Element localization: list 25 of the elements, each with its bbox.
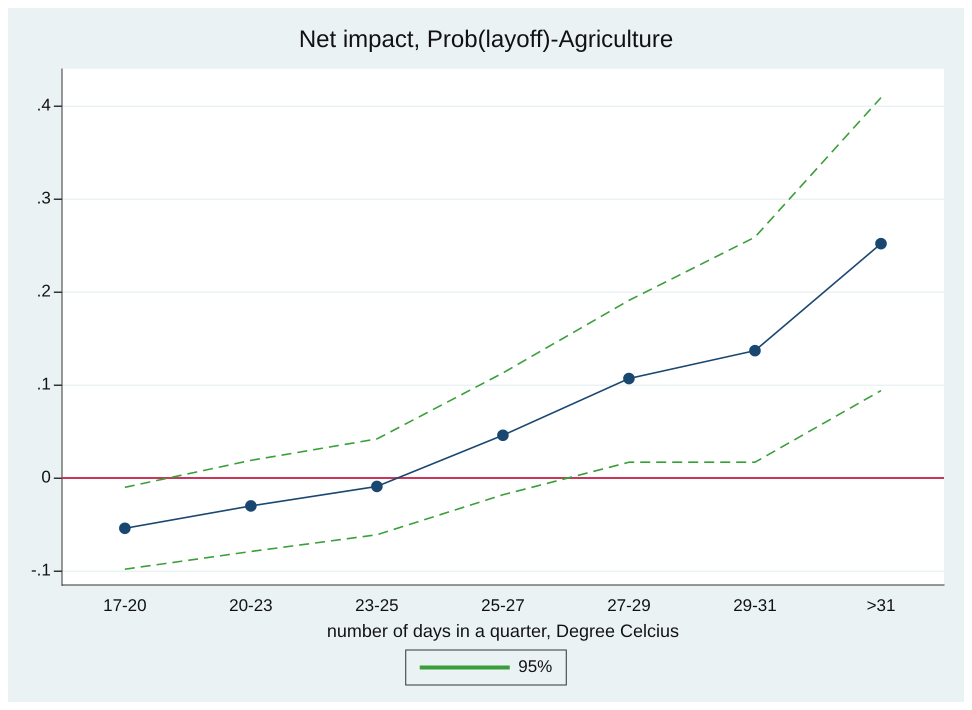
point [371,480,383,492]
x-tick-label: 23-25 [355,596,399,615]
point [875,238,887,250]
point [497,429,509,442]
chart-title: Net impact, Prob(layoff)-Agriculture [298,26,674,54]
x-tick-label: 17-20 [103,596,147,615]
y-tick-label: 0 [41,468,51,487]
x-axis-title: number of days in a quarter, Degree Celcius [326,621,680,642]
x-tick-label: 27-29 [607,596,651,615]
line-series [124,390,882,570]
y-tick-label: .3 [36,188,51,208]
point [623,372,635,384]
x-tick-label: >31 [866,596,896,615]
point [119,522,131,534]
y-tick-label: .2 [36,282,51,301]
y-tick-label: .4 [36,96,51,115]
y-tick-label: -.1 [30,560,51,580]
x-tick-label: 29-31 [733,596,777,615]
x-tick-label: 25-27 [481,596,525,615]
y-tick-label: .1 [36,374,51,394]
point [245,500,257,512]
point [749,344,761,356]
x-tick-label: 20-23 [229,596,273,615]
line-series [124,96,882,488]
text: 95% [518,657,552,676]
